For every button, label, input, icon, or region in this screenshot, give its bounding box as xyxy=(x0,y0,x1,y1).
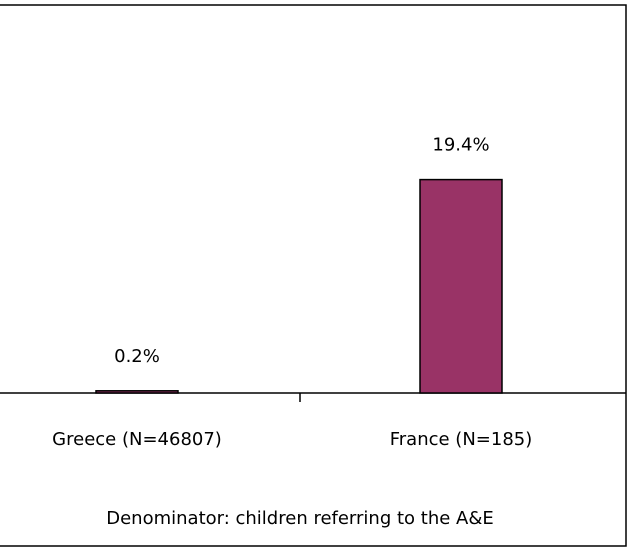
bar xyxy=(95,390,179,394)
data-label: 19.4% xyxy=(432,135,489,156)
x-axis-label: Denominator: children referring to the A… xyxy=(106,508,494,529)
x-tick-label: Greece (N=46807) xyxy=(52,429,222,450)
x-tick-label: France (N=185) xyxy=(390,429,533,450)
data-label: 0.2% xyxy=(114,346,160,367)
bar xyxy=(419,178,503,394)
chart-border xyxy=(0,4,627,547)
